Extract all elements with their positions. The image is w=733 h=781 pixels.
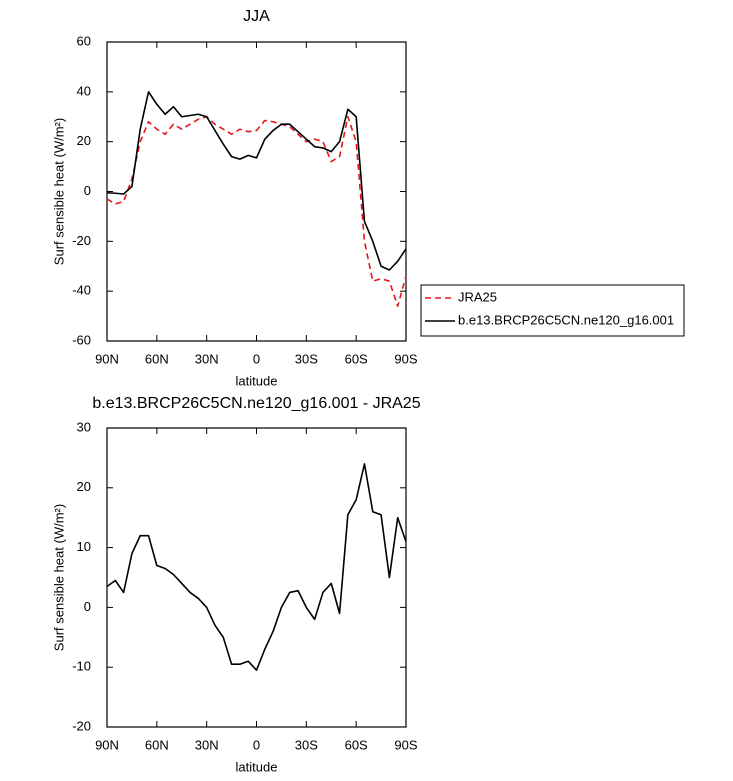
- y-tick-label: 30: [77, 419, 91, 434]
- data-line: [106, 91, 407, 271]
- y-tick-label: 20: [77, 479, 91, 494]
- y-tick-label: 40: [77, 83, 91, 98]
- plot-frame: [106, 41, 407, 342]
- x-axis-label: latitude: [236, 373, 278, 388]
- x-tick-label: 30N: [195, 351, 219, 366]
- data-line: [106, 115, 407, 307]
- x-tick-label: 90S: [394, 737, 417, 752]
- x-tick-label: 60N: [145, 351, 169, 366]
- legend-label: JRA25: [458, 289, 497, 304]
- y-tick-label: -20: [72, 718, 91, 733]
- chart-title: JJA: [243, 8, 270, 25]
- plot-frame: [106, 427, 407, 728]
- x-tick-label: 30N: [195, 737, 219, 752]
- x-tick-label: 90N: [95, 351, 119, 366]
- y-tick-label: 0: [84, 599, 91, 614]
- x-tick-label: 30S: [295, 737, 318, 752]
- y-tick-label: 0: [84, 183, 91, 198]
- y-tick-label: -20: [72, 233, 91, 248]
- x-axis-label: latitude: [236, 759, 278, 774]
- y-tick-label: -40: [72, 283, 91, 298]
- x-tick-label: 60S: [345, 351, 368, 366]
- x-tick-label: 0: [253, 351, 260, 366]
- x-tick-label: 60S: [345, 737, 368, 752]
- y-tick-label: -10: [72, 659, 91, 674]
- x-tick-label: 90N: [95, 737, 119, 752]
- x-tick-label: 0: [253, 737, 260, 752]
- data-line: [106, 463, 407, 671]
- legend-label: b.e13.BRCP26C5CN.ne120_g16.001: [458, 312, 674, 327]
- y-tick-label: -60: [72, 332, 91, 347]
- legend-box: [420, 284, 685, 337]
- y-tick-label: 20: [77, 133, 91, 148]
- x-tick-label: 60N: [145, 737, 169, 752]
- y-tick-label: 10: [77, 539, 91, 554]
- x-tick-label: 90S: [394, 351, 417, 366]
- y-axis-label: Surf sensible heat (W/m²): [51, 118, 66, 265]
- y-tick-label: 60: [77, 33, 91, 48]
- x-tick-label: 30S: [295, 351, 318, 366]
- y-axis-label: Surf sensible heat (W/m²): [51, 504, 66, 651]
- chart-title: b.e13.BRCP26C5CN.ne120_g16.001 - JRA25: [92, 395, 420, 412]
